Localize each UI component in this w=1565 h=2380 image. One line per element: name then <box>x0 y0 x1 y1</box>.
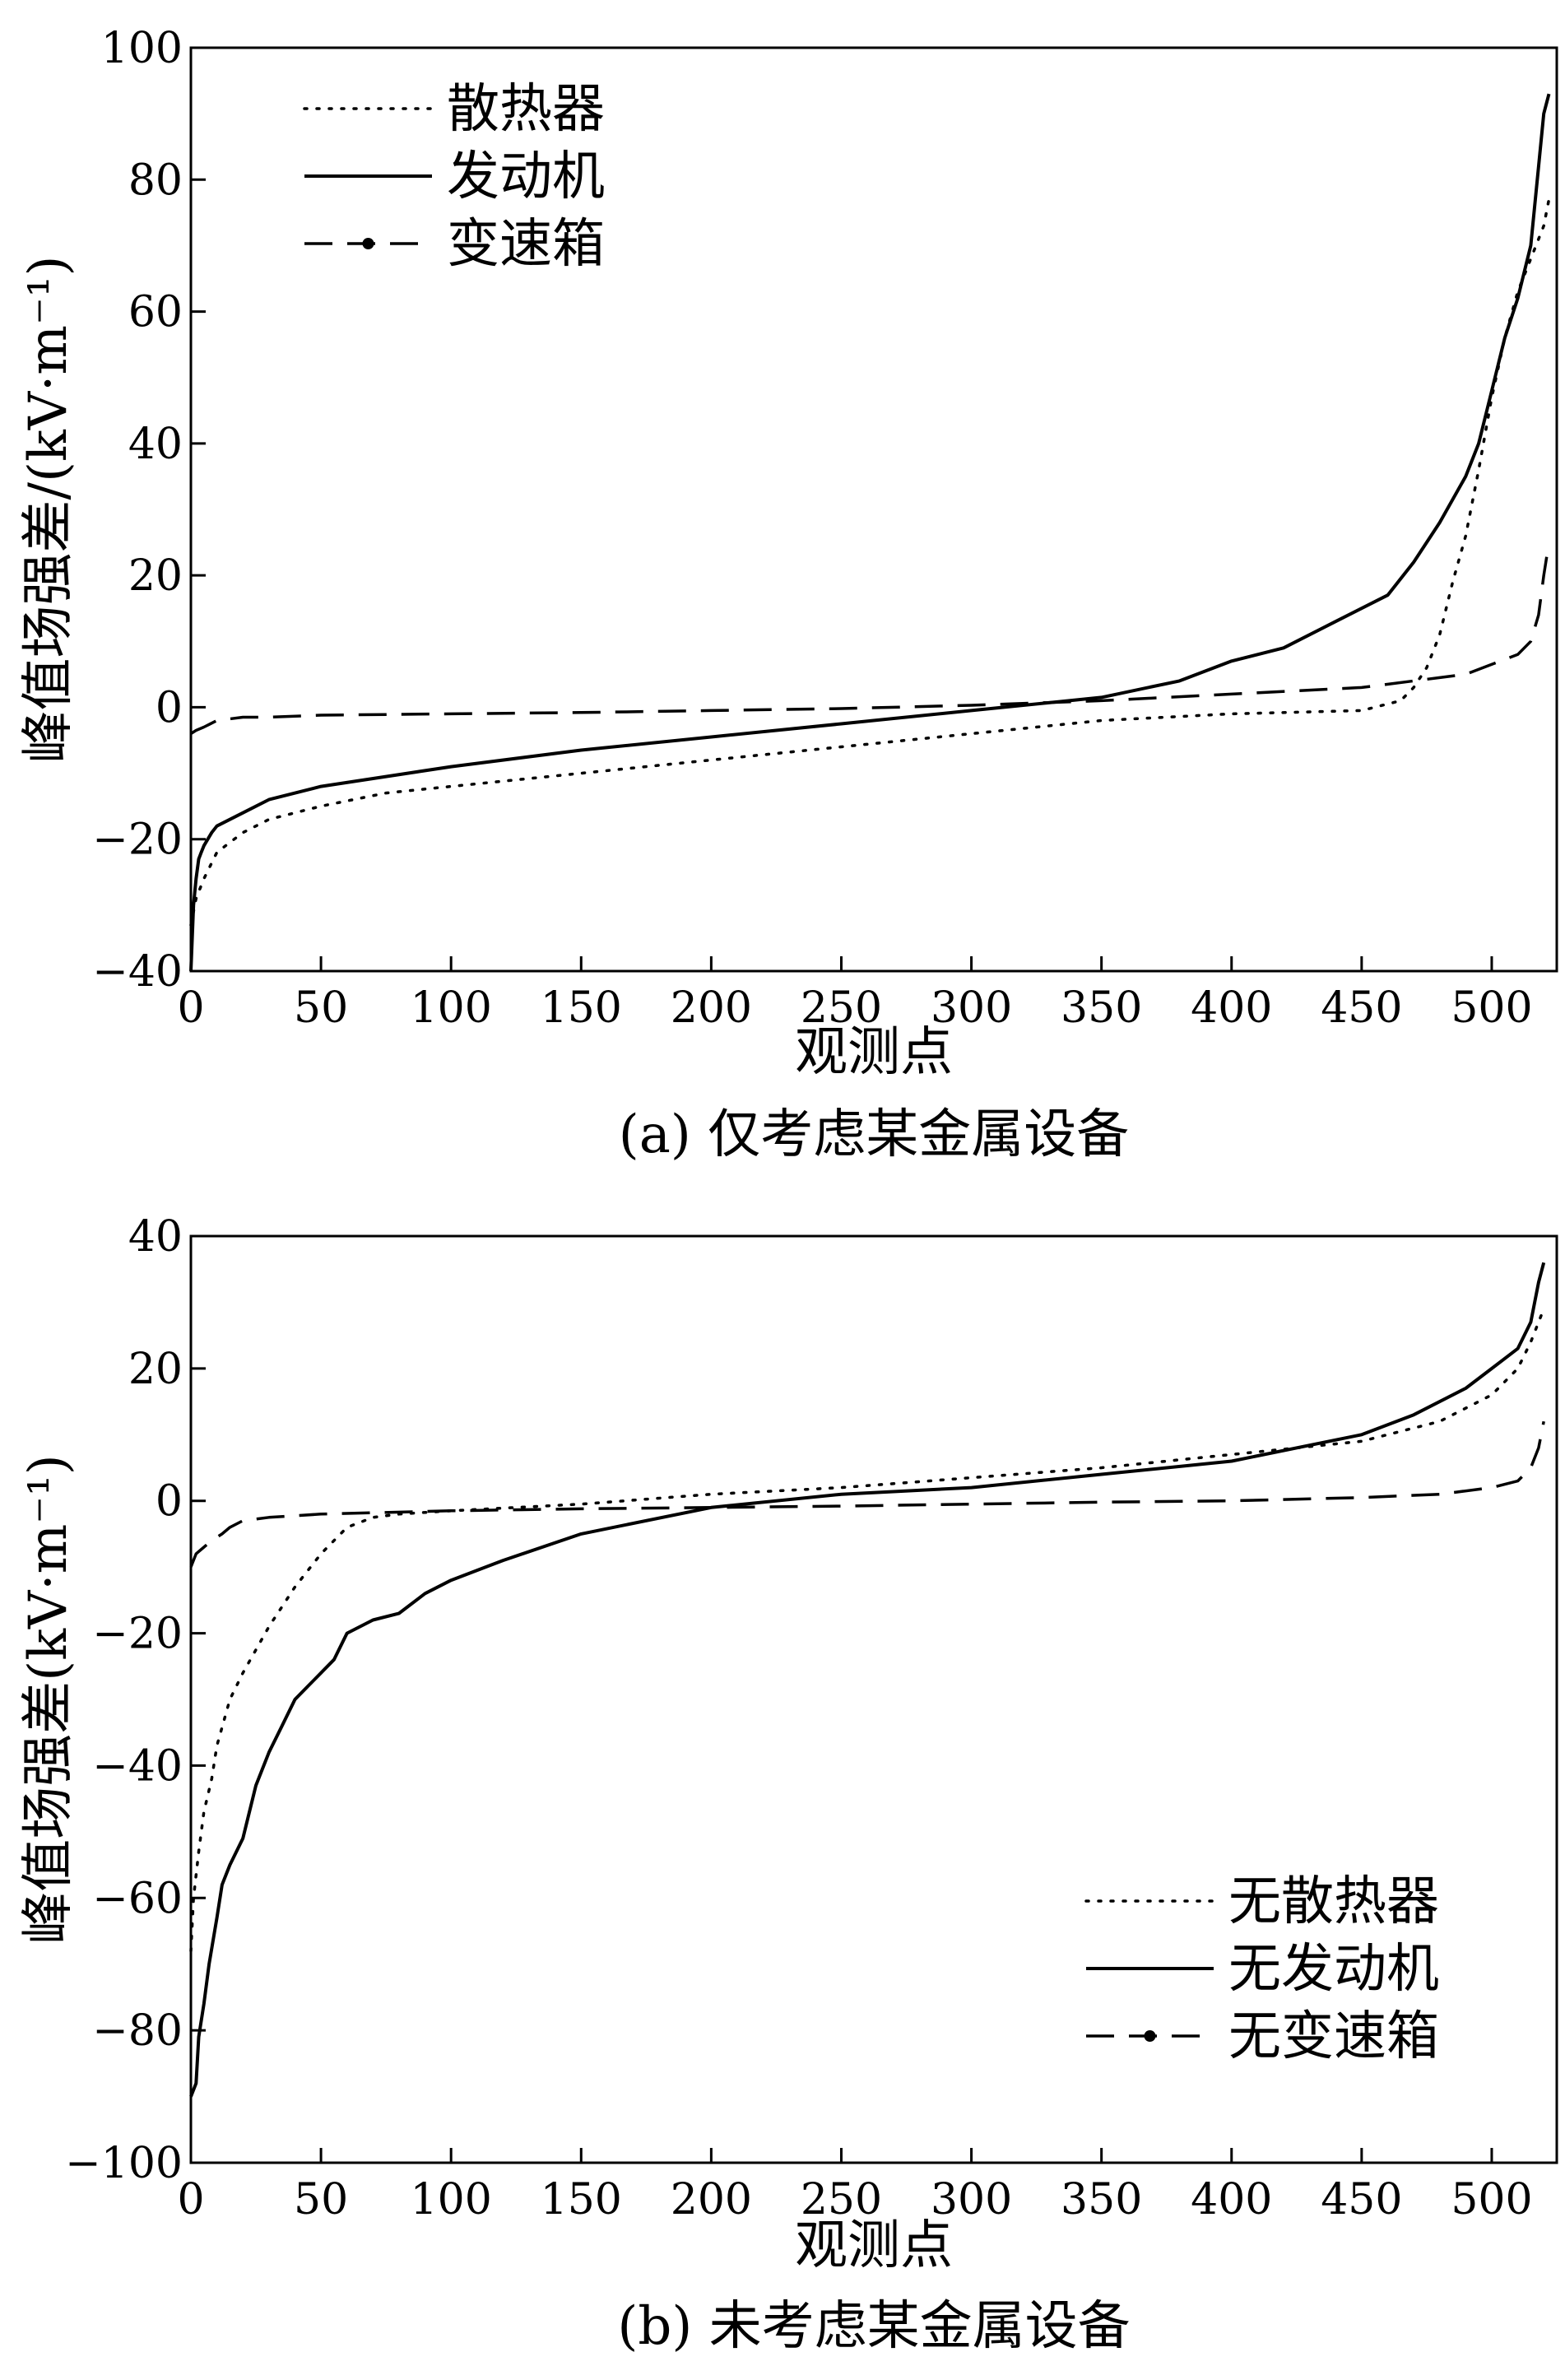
panel-a-plot-area <box>189 93 1551 972</box>
panel-b-x-axis: 0 50 100 150 200 250 300 350 400 450 500 <box>177 2148 1533 2224</box>
series-line-solid <box>189 93 1551 972</box>
legend-label: 变速箱 <box>447 214 605 275</box>
legend-marker <box>1144 2030 1156 2042</box>
x-tick-label: 250 <box>801 2175 882 2224</box>
x-tick-label: 500 <box>1451 2175 1532 2224</box>
panel-b-axes-frame <box>189 1234 1558 2164</box>
panel-a-x-axis-label: 观测点 <box>795 1022 953 1083</box>
x-tick-label: 200 <box>671 983 752 1033</box>
panel-b-x-axis-label: 观测点 <box>795 2215 953 2276</box>
y-tick-label: 60 <box>128 288 183 337</box>
panel-a-x-axis: 0 50 100 150 200 250 300 350 400 450 500 <box>177 956 1533 1033</box>
legend-label: 无变速箱 <box>1228 2006 1439 2067</box>
series-line-dotted <box>189 1307 1545 1953</box>
y-tick-label: 40 <box>128 420 183 469</box>
legend-label: 散热器 <box>447 79 605 140</box>
panel-a-y-axis: −40 −20 0 20 40 60 80 100 <box>92 24 206 997</box>
x-tick-label: 150 <box>541 2175 622 2224</box>
y-tick-label: 40 <box>128 1212 183 1262</box>
legend-label: 发动机 <box>447 146 605 207</box>
x-tick-label: 50 <box>294 983 348 1033</box>
panel-a: −40 −20 0 20 40 60 80 100 0 50 100 150 200 250 300 350… <box>18 24 1558 1165</box>
legend-label: 无发动机 <box>1228 1939 1439 2000</box>
panel-b-plot-area <box>189 1262 1546 2098</box>
panel-a-y-axis-label: 峰值场强差/(kV·m⁻¹) <box>18 256 79 764</box>
y-tick-label: −80 <box>92 2006 183 2056</box>
x-tick-label: 0 <box>177 983 204 1033</box>
series-line-dashed <box>189 1420 1545 1568</box>
x-tick-label: 400 <box>1191 2175 1272 2224</box>
y-tick-label: 20 <box>128 551 183 601</box>
x-tick-label: 150 <box>541 983 622 1033</box>
x-tick-label: 100 <box>411 983 492 1033</box>
x-tick-label: 350 <box>1061 2175 1142 2224</box>
legend-label: 无散热器 <box>1228 1871 1439 1932</box>
series-line-dashed <box>190 542 1551 735</box>
panel-b: −100 −80 −60 −40 −20 0 20 40 0 50 100 150 200 250 300… <box>18 1212 1558 2357</box>
panel-b-y-axis-label: 峰值场强差(kV·m⁻¹) <box>18 1454 79 1944</box>
x-tick-label: 350 <box>1061 983 1142 1033</box>
x-tick-label: 300 <box>931 2175 1012 2224</box>
x-tick-label: 400 <box>1191 983 1272 1033</box>
x-tick-label: 450 <box>1321 983 1402 1033</box>
panel-b-y-axis: −100 −80 −60 −40 −20 0 20 40 <box>65 1212 206 2188</box>
y-tick-label: −40 <box>92 947 183 997</box>
y-tick-label: −20 <box>92 816 183 865</box>
x-tick-label: 450 <box>1321 2175 1402 2224</box>
y-tick-label: 100 <box>101 24 183 73</box>
y-tick-label: 0 <box>156 683 183 732</box>
x-tick-label: 0 <box>177 2175 204 2224</box>
y-tick-label: −60 <box>92 1874 183 1923</box>
x-tick-label: 250 <box>801 983 882 1033</box>
x-tick-label: 200 <box>671 2175 752 2224</box>
y-tick-label: −20 <box>92 1610 183 1659</box>
panel-a-caption: (a) 仅考虑某金属设备 <box>619 1104 1129 1165</box>
series-line-dotted <box>189 198 1551 927</box>
x-tick-label: 300 <box>931 983 1012 1033</box>
y-tick-label: −40 <box>92 1741 183 1791</box>
y-tick-label: 20 <box>128 1345 183 1394</box>
series-line-solid <box>189 1262 1546 2098</box>
x-tick-label: 500 <box>1451 983 1532 1033</box>
y-tick-label: 0 <box>156 1477 183 1527</box>
panel-b-caption: (b) 未考虑某金属设备 <box>617 2296 1130 2357</box>
y-tick-label: 80 <box>128 156 183 205</box>
x-tick-label: 100 <box>411 2175 492 2224</box>
x-tick-label: 50 <box>294 2175 348 2224</box>
legend-marker <box>362 238 374 249</box>
y-tick-label: −100 <box>65 2139 183 2188</box>
panel-a-axes-frame <box>189 46 1558 973</box>
